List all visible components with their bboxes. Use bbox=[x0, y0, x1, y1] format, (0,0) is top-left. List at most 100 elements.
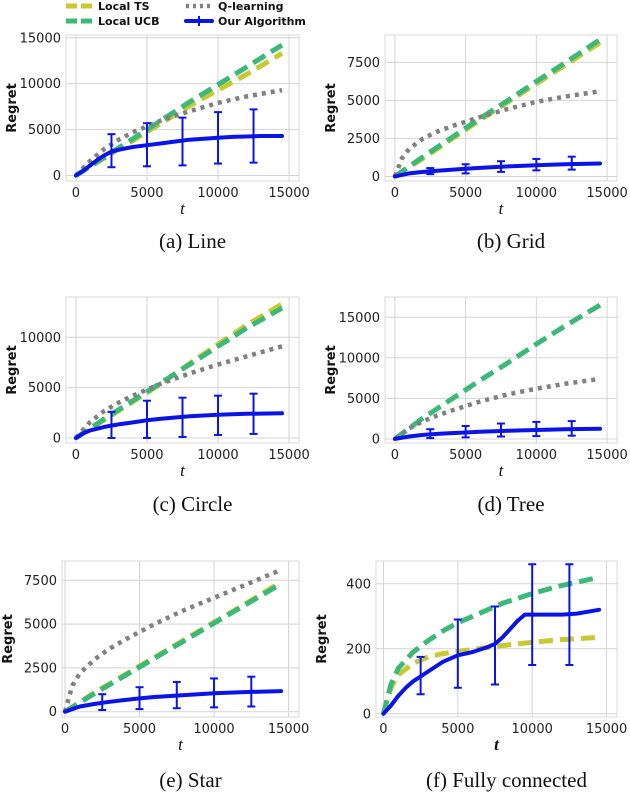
error-bar bbox=[461, 163, 470, 175]
y-tick-label: 2500 bbox=[24, 661, 57, 676]
panel-b-grid: 0 5000 10000 15000 0 2500 5000 7500 t Regret (b) G… bbox=[324, 34, 628, 253]
panel-caption: (e) Star bbox=[159, 768, 221, 792]
legend: Local TS Q-learning Local UCB Our Algorithm bbox=[66, 0, 306, 28]
x-tick-label: 0 bbox=[391, 448, 399, 463]
legend-entry-our-algorithm: Our Algorithm bbox=[184, 15, 306, 28]
plot-area bbox=[375, 560, 618, 718]
series-line-local-ucb bbox=[74, 305, 284, 441]
error-bar bbox=[107, 410, 116, 439]
error-bar bbox=[142, 122, 151, 168]
x-tick-label: 10000 bbox=[516, 186, 557, 201]
panel-caption: (d) Tree bbox=[477, 492, 544, 516]
y-tick-label: 0 bbox=[372, 432, 380, 447]
series-line-local-ts bbox=[380, 634, 600, 715]
y-tick-label: 5000 bbox=[347, 392, 380, 407]
legend-label: Our Algorithm bbox=[218, 15, 306, 28]
y-tick-label: 5000 bbox=[28, 123, 61, 138]
y-tick-label: 15000 bbox=[20, 31, 61, 46]
x-tick-label: 5000 bbox=[130, 448, 163, 463]
gridlines bbox=[385, 35, 617, 181]
y-tick-label: 5000 bbox=[24, 618, 57, 633]
error-bar bbox=[135, 686, 144, 711]
error-bar bbox=[416, 655, 425, 696]
series-line-q-learning bbox=[74, 87, 283, 178]
error-bar bbox=[249, 392, 258, 435]
y-tick-label: 7500 bbox=[24, 574, 57, 589]
x-tick-label: 5000 bbox=[441, 722, 474, 737]
y-axis-label: Regret bbox=[324, 83, 339, 133]
error-bar bbox=[497, 422, 505, 438]
x-tick-label: 10000 bbox=[197, 186, 238, 201]
series-line-q-learning bbox=[392, 89, 601, 178]
y-axis-label: Regret bbox=[1, 614, 16, 664]
y-tick-label: 5000 bbox=[347, 94, 380, 109]
error-bar bbox=[491, 605, 500, 686]
error-bar bbox=[532, 157, 541, 172]
x-tick-label: 15000 bbox=[268, 722, 309, 737]
x-tick-label: 10000 bbox=[516, 448, 557, 463]
gridlines bbox=[62, 561, 299, 717]
series-line-q-learning bbox=[393, 376, 601, 441]
error-bar bbox=[565, 563, 574, 666]
x-tick-label: 15000 bbox=[586, 722, 627, 737]
x-axis-label: t bbox=[499, 461, 505, 480]
panels: 0 5000 10000 15000 0 5000 10000 15000 t Regret (a)… bbox=[1, 31, 628, 792]
y-tick-label: 2500 bbox=[347, 132, 380, 147]
error-bar bbox=[249, 108, 258, 164]
y-tick-label: 0 bbox=[372, 170, 380, 185]
series-group bbox=[73, 42, 284, 178]
x-tick-label: 5000 bbox=[449, 448, 482, 463]
series-group bbox=[62, 567, 284, 714]
error-bar bbox=[247, 675, 256, 708]
y-tick-label: 400 bbox=[346, 577, 371, 592]
x-tick-label: 0 bbox=[391, 186, 399, 201]
x-tick-label: 15000 bbox=[268, 186, 309, 201]
panel-c-circle: 0 5000 10000 15000 0 5000 10000 t Regret (c) Circ… bbox=[5, 296, 310, 516]
error-bar bbox=[178, 396, 187, 438]
panel-caption: (b) Grid bbox=[477, 229, 546, 253]
x-axis-label: t bbox=[180, 199, 186, 218]
x-tick-label: 10000 bbox=[197, 448, 238, 463]
error-bar bbox=[98, 693, 107, 711]
y-tick-label: 15000 bbox=[339, 311, 380, 326]
series-line-local-ucb bbox=[380, 574, 600, 715]
error-bar bbox=[497, 160, 505, 173]
legend-label: Local UCB bbox=[98, 15, 160, 28]
series-group bbox=[392, 302, 602, 441]
series-line-local-ucb bbox=[393, 302, 602, 441]
series-group bbox=[392, 37, 602, 179]
legend-entry-local-ts: Local TS bbox=[66, 0, 150, 13]
series-line-local-ucb bbox=[393, 37, 602, 179]
y-tick-label: 0 bbox=[49, 705, 57, 720]
panel-f-fully-connected: 0 5000 10000 15000 0 200 400 t Regret (f) Fully c… bbox=[315, 560, 627, 792]
legend-label: Q-learning bbox=[218, 0, 284, 13]
series-line-our-algorithm bbox=[73, 134, 284, 178]
y-axis-label: Regret bbox=[324, 345, 339, 395]
error-bar bbox=[426, 428, 435, 440]
error-bar bbox=[532, 420, 541, 438]
panel-e-star: 0 5000 10000 15000 0 2500 5000 7500 t Regret (e) S… bbox=[1, 560, 309, 792]
error-bar bbox=[214, 394, 223, 436]
panel-d-tree: 0 5000 10000 15000 0 5000 10000 15000 t Regret (d)… bbox=[324, 296, 628, 516]
x-tick-label: 15000 bbox=[586, 186, 627, 201]
x-tick-label: 15000 bbox=[586, 448, 627, 463]
panel-caption: (f) Fully connected bbox=[426, 768, 587, 792]
series-line-q-learning bbox=[74, 344, 283, 440]
x-tick-label: 0 bbox=[72, 448, 80, 463]
x-tick-label: 5000 bbox=[123, 722, 156, 737]
y-axis-label: Regret bbox=[315, 614, 330, 664]
x-axis-label: t bbox=[499, 199, 505, 218]
y-tick-label: 200 bbox=[346, 642, 371, 657]
y-tick-label: 0 bbox=[53, 169, 61, 184]
x-tick-label: 10000 bbox=[512, 722, 553, 737]
series-line-local-ucb bbox=[74, 42, 284, 178]
gridlines bbox=[66, 297, 299, 443]
error-bar bbox=[172, 680, 181, 710]
error-bar bbox=[214, 111, 223, 165]
x-axis-label: t bbox=[180, 461, 186, 480]
x-tick-label: 15000 bbox=[268, 448, 309, 463]
x-axis-label: t bbox=[494, 735, 500, 754]
series-line-our-algorithm bbox=[381, 607, 602, 716]
x-axis-label: t bbox=[178, 735, 184, 754]
